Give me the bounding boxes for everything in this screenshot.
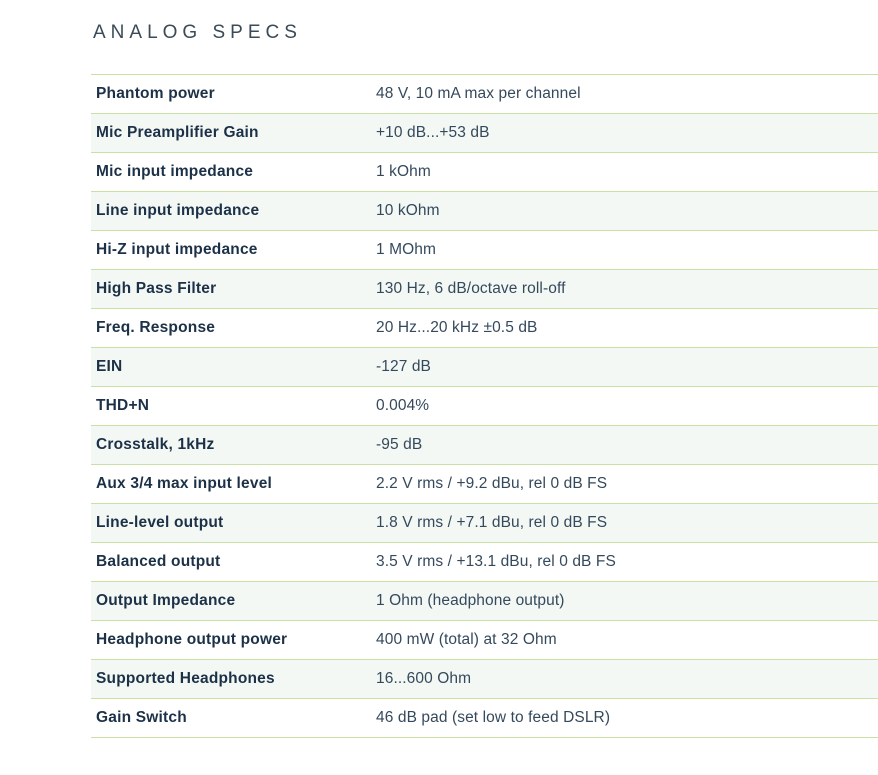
spec-label: Headphone output power bbox=[96, 631, 288, 648]
spec-value: 3.5 V rms / +13.1 dBu, rel 0 dB FS bbox=[376, 553, 616, 570]
spec-label: Line input impedance bbox=[96, 202, 260, 219]
table-row: Mic Preamplifier Gain +10 dB...+53 dB bbox=[91, 113, 878, 152]
spec-value: 20 Hz...20 kHz ±0.5 dB bbox=[376, 319, 538, 336]
spec-value: 400 mW (total) at 32 Ohm bbox=[376, 631, 557, 648]
table-row: Phantom power 48 V, 10 mA max per channel bbox=[91, 74, 878, 113]
spec-label: Mic Preamplifier Gain bbox=[96, 124, 259, 141]
spec-label: Supported Headphones bbox=[96, 670, 275, 687]
spec-label: Balanced output bbox=[96, 553, 221, 570]
spec-value: 1 Ohm (headphone output) bbox=[376, 592, 565, 609]
spec-label: High Pass Filter bbox=[96, 280, 217, 297]
table-row: Output Impedance 1 Ohm (headphone output) bbox=[91, 581, 878, 620]
spec-label: Crosstalk, 1kHz bbox=[96, 436, 215, 453]
spec-value: -95 dB bbox=[376, 436, 423, 453]
table-row: Headphone output power 400 mW (total) at … bbox=[91, 620, 878, 659]
spec-value: 130 Hz, 6 dB/octave roll-off bbox=[376, 280, 566, 297]
table-row: Aux 3/4 max input level 2.2 V rms / +9.2 … bbox=[91, 464, 878, 503]
table-row: Line-level output 1.8 V rms / +7.1 dBu, r… bbox=[91, 503, 878, 542]
spec-value: 2.2 V rms / +9.2 dBu, rel 0 dB FS bbox=[376, 475, 608, 492]
spec-value: 1.8 V rms / +7.1 dBu, rel 0 dB FS bbox=[376, 514, 608, 531]
table-row: Supported Headphones 16...600 Ohm bbox=[91, 659, 878, 698]
spec-value: 10 kOhm bbox=[376, 202, 440, 219]
table-row: Line input impedance 10 kOhm bbox=[91, 191, 878, 230]
spec-value: 46 dB pad (set low to feed DSLR) bbox=[376, 709, 611, 726]
spec-value: -127 dB bbox=[376, 358, 431, 375]
spec-value: 16...600 Ohm bbox=[376, 670, 472, 687]
spec-value: 1 kOhm bbox=[376, 163, 431, 180]
table-row: Mic input impedance 1 kOhm bbox=[91, 152, 878, 191]
spec-label: Hi-Z input impedance bbox=[96, 241, 258, 258]
table-row: Gain Switch 46 dB pad (set low to feed DS… bbox=[91, 698, 878, 737]
table-row: Hi-Z input impedance 1 MOhm bbox=[91, 230, 878, 269]
spec-label: Gain Switch bbox=[96, 709, 187, 726]
spec-value: 1 MOhm bbox=[376, 241, 437, 258]
spec-label: Output Impedance bbox=[96, 592, 236, 609]
table-row: High Pass Filter 130 Hz, 6 dB/octave roll… bbox=[91, 269, 878, 308]
spec-table: Phantom power 48 V, 10 mA max per channel… bbox=[91, 74, 878, 738]
spec-label: Aux 3/4 max input level bbox=[96, 475, 273, 492]
table-row: Balanced output 3.5 V rms / +13.1 dBu, re… bbox=[91, 542, 878, 581]
spec-label: THD+N bbox=[96, 397, 150, 414]
table-row: Crosstalk, 1kHz -95 dB bbox=[91, 425, 878, 464]
spec-label: Phantom power bbox=[96, 85, 215, 102]
spec-value: 0.004% bbox=[376, 397, 430, 414]
spec-label: EIN bbox=[96, 358, 123, 375]
spec-label: Mic input impedance bbox=[96, 163, 254, 180]
table-row: THD+N 0.004% bbox=[91, 386, 878, 425]
table-row: Freq. Response 20 Hz...20 kHz ±0.5 dB bbox=[91, 308, 878, 347]
spec-value: 48 V, 10 mA max per channel bbox=[376, 85, 581, 102]
section-title: ANALOG SPECS bbox=[93, 22, 302, 43]
table-row: EIN -127 dB bbox=[91, 347, 878, 386]
spec-label: Freq. Response bbox=[96, 319, 216, 336]
spec-value: +10 dB...+53 dB bbox=[376, 124, 490, 141]
spec-label: Line-level output bbox=[96, 514, 224, 531]
